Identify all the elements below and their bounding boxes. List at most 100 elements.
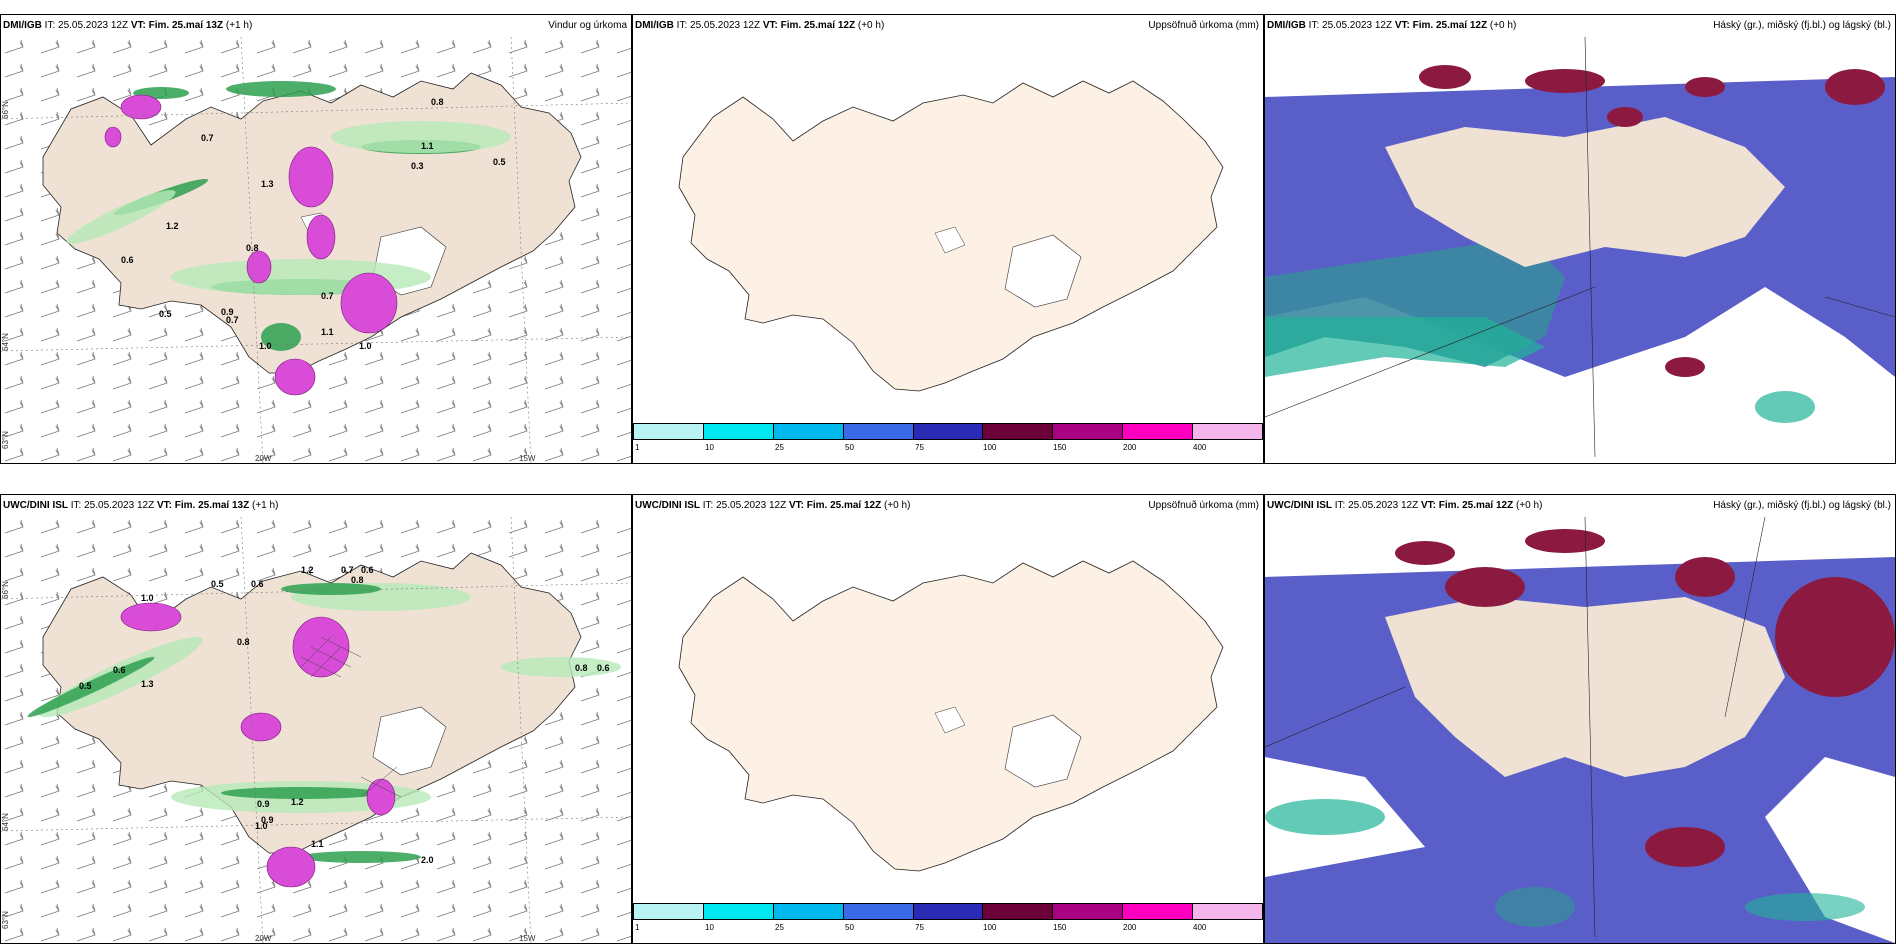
model-name: UWC/DINI ISL bbox=[635, 500, 700, 511]
colorbar-label: 10 bbox=[705, 923, 714, 932]
precip-value: 0.9 bbox=[257, 799, 270, 809]
precip-value: 1.0 bbox=[359, 341, 372, 351]
precip-value: 0.5 bbox=[159, 309, 172, 319]
colorbar-swatch bbox=[1123, 904, 1194, 919]
precip-value: 0.8 bbox=[575, 663, 588, 673]
colorbar-swatch bbox=[703, 904, 774, 919]
valid-time: VT: Fim. 25.maí 13Z bbox=[156, 500, 250, 511]
lead-time: (+0 h) bbox=[881, 500, 911, 511]
colorbar-swatch bbox=[1053, 904, 1124, 919]
colorbar-swatch bbox=[773, 904, 844, 919]
lon-label-20w: 20W bbox=[255, 934, 272, 943]
lat-label-64n: 64°N bbox=[1, 333, 10, 351]
accum-precip-map bbox=[678, 560, 1224, 872]
accum-precip-map bbox=[678, 80, 1224, 392]
panel-title: Uppsöfnuð úrkoma (mm) bbox=[1148, 500, 1259, 511]
lon-label-15w: 15W bbox=[519, 454, 536, 463]
model-name: DMI/IGB bbox=[3, 20, 42, 31]
precip-value: 0.9 bbox=[261, 815, 274, 825]
colorbar-swatch bbox=[634, 904, 704, 919]
colorbar-swatch bbox=[983, 424, 1054, 439]
valid-time: VT: Fim. 25.maí 12Z bbox=[1394, 20, 1488, 31]
colorbar: 1 10 25 50 75 100 150 200 400 bbox=[633, 423, 1263, 463]
colorbar-swatch bbox=[1193, 424, 1263, 439]
lat-label-64n: 64°N bbox=[1, 813, 10, 831]
wind-precip-map: 0.7 1.3 0.3 0.8 1.1 0.5 0.9 1.2 0.8 1.0 … bbox=[1, 37, 631, 463]
panel-header: DMI/IGB IT: 25.05.2023 12Z VT: Fim. 25.m… bbox=[633, 15, 1263, 37]
lat-label-66n: 66°N bbox=[1, 101, 10, 119]
colorbar-label: 75 bbox=[915, 443, 924, 452]
precip-value: 1.1 bbox=[421, 141, 434, 151]
model-name: DMI/IGB bbox=[635, 20, 674, 31]
panel-title: Vindur og úrkoma bbox=[548, 20, 627, 31]
colorbar-swatch bbox=[1123, 424, 1194, 439]
accum-precip-panel-uwc: UWC/DINI ISL IT: 25.05.2023 12Z VT: Fim.… bbox=[632, 494, 1264, 944]
precip-value: 0.9 bbox=[221, 307, 234, 317]
precip-value: 0.6 bbox=[361, 565, 374, 575]
colorbar-label: 10 bbox=[705, 443, 714, 452]
colorbar-label: 100 bbox=[983, 443, 997, 452]
colorbar-label: 25 bbox=[775, 923, 784, 932]
lat-label-66n: 66°N bbox=[1, 581, 10, 599]
lat-label-63n: 63°N bbox=[1, 911, 10, 929]
valid-time: VT: Fim. 25.maí 12Z bbox=[788, 500, 882, 511]
precip-value: 0.6 bbox=[251, 579, 264, 589]
precip-value: 1.2 bbox=[301, 565, 314, 575]
colorbar-swatch bbox=[913, 904, 984, 919]
panel-title: Háský (gr.), miðský (fj.bl.) og lágský (… bbox=[1713, 500, 1891, 511]
colorbar-swatch bbox=[1193, 904, 1263, 919]
precip-value: 1.2 bbox=[291, 797, 304, 807]
precip-value: 0.5 bbox=[211, 579, 224, 589]
model-name: UWC/DINI ISL bbox=[3, 500, 68, 511]
panel-title: Háský (gr.), miðský (fj.bl.) og lágský (… bbox=[1713, 20, 1891, 31]
precip-value: 0.5 bbox=[79, 681, 92, 691]
colorbar-swatch bbox=[983, 904, 1054, 919]
wind-precip-map: 1.2 0.7 0.8 0.6 0.9 1.0 0.5 1.3 0.6 0.8 … bbox=[1, 517, 631, 943]
cloud-cover-panel-uwc: UWC/DINI ISL IT: 25.05.2023 12Z VT: Fim.… bbox=[1264, 494, 1896, 944]
precip-value: 1.0 bbox=[259, 341, 272, 351]
colorbar-label: 150 bbox=[1053, 923, 1067, 932]
init-time: IT: 25.05.2023 12Z bbox=[1305, 20, 1395, 31]
panel-title: Uppsöfnuð úrkoma (mm) bbox=[1148, 20, 1259, 31]
colorbar-label: 50 bbox=[845, 443, 854, 452]
lead-time: (+1 h) bbox=[223, 20, 253, 31]
precip-value: 0.8 bbox=[237, 637, 250, 647]
init-time: IT: 25.05.2023 12Z bbox=[700, 500, 789, 511]
colorbar-label: 25 bbox=[775, 443, 784, 452]
colorbar-label: 400 bbox=[1193, 443, 1207, 452]
precip-value: 1.3 bbox=[261, 179, 274, 189]
cloud-cover-panel-dmi: DMI/IGB IT: 25.05.2023 12Z VT: Fim. 25.m… bbox=[1264, 14, 1896, 464]
colorbar-label: 200 bbox=[1123, 443, 1137, 452]
precip-value: 0.8 bbox=[431, 97, 444, 107]
colorbar-swatch bbox=[1053, 424, 1124, 439]
accum-precip-panel-dmi: DMI/IGB IT: 25.05.2023 12Z VT: Fim. 25.m… bbox=[632, 14, 1264, 464]
cloud-cover-map bbox=[1265, 37, 1895, 463]
colorbar-label: 400 bbox=[1193, 923, 1207, 932]
panel-header: UWC/DINI ISL IT: 25.05.2023 12Z VT: Fim.… bbox=[1265, 495, 1895, 517]
model-name: DMI/IGB bbox=[1267, 20, 1306, 31]
init-time: IT: 25.05.2023 12Z bbox=[1332, 500, 1421, 511]
wind-precip-panel-dmi: DMI/IGB IT: 25.05.2023 12Z VT: Fim. 25.m… bbox=[0, 14, 632, 464]
precip-value: 0.8 bbox=[351, 575, 364, 585]
precip-value: 0.6 bbox=[113, 665, 126, 675]
precip-value: 0.6 bbox=[597, 663, 610, 673]
colorbar-swatch bbox=[703, 424, 774, 439]
valid-time: VT: Fim. 25.maí 12Z bbox=[1420, 500, 1514, 511]
precip-value: 0.6 bbox=[121, 255, 134, 265]
colorbar-swatches bbox=[633, 903, 1263, 920]
colorbar-swatches bbox=[633, 423, 1263, 440]
colorbar-swatch bbox=[843, 904, 914, 919]
colorbar-swatch bbox=[634, 424, 704, 439]
colorbar-label: 50 bbox=[845, 923, 854, 932]
init-time: IT: 25.05.2023 12Z bbox=[68, 500, 157, 511]
precip-value: 1.3 bbox=[141, 679, 154, 689]
lead-time: (+0 h) bbox=[1487, 20, 1517, 31]
colorbar-label: 100 bbox=[983, 923, 997, 932]
init-time: IT: 25.05.2023 12Z bbox=[673, 20, 763, 31]
lead-time: (+0 h) bbox=[855, 20, 885, 31]
precip-value: 0.8 bbox=[246, 243, 259, 253]
precip-value: 1.1 bbox=[311, 839, 324, 849]
precip-value: 0.7 bbox=[341, 565, 354, 575]
precip-value: 1.0 bbox=[141, 593, 154, 603]
lat-label-63n: 63°N bbox=[1, 431, 10, 449]
